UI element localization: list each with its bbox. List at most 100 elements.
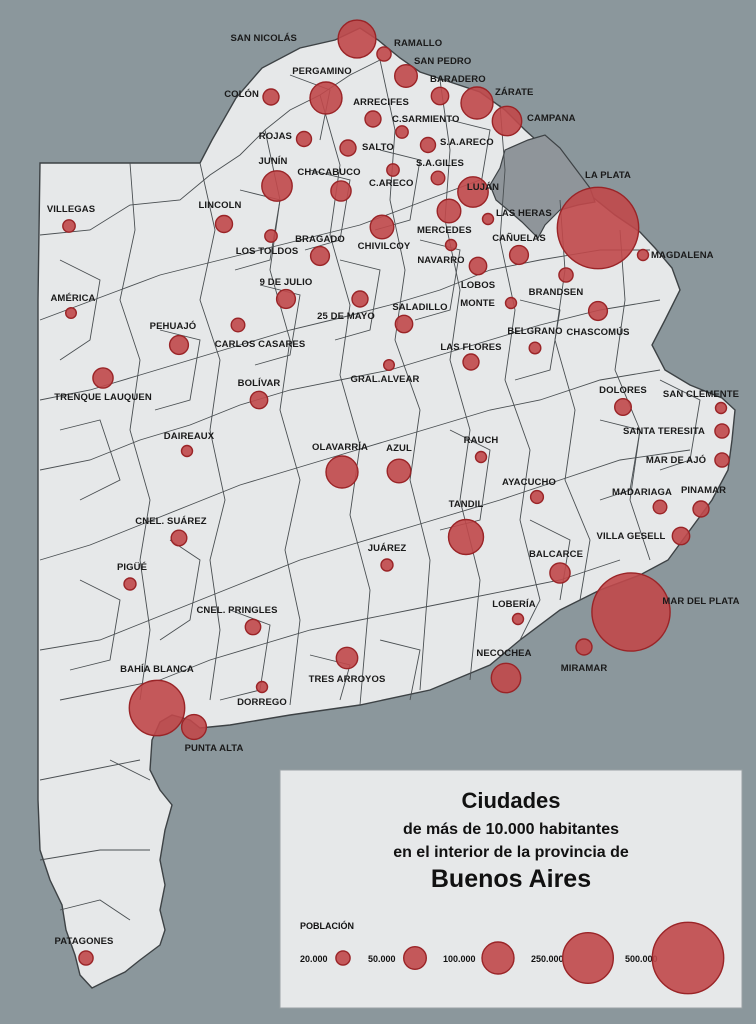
city-label-s-a-areco: S.A.ARECO bbox=[440, 137, 494, 148]
city-marker-pinamar bbox=[692, 500, 710, 518]
city-label-san-clemente: SAN CLEMENTE bbox=[663, 389, 739, 400]
city-label-balcarce: BALCARCE bbox=[529, 549, 583, 560]
legend-province-name: Buenos Aires bbox=[431, 865, 591, 893]
city-label-mar-de-ajo: MAR DE AJÓ bbox=[646, 454, 706, 466]
city-label-lobos: LOBOS bbox=[461, 280, 495, 291]
legend-size-label-4: 500.000 bbox=[625, 954, 658, 964]
city-marker-villegas bbox=[62, 219, 76, 233]
city-label-punta-alta: PUNTA ALTA bbox=[185, 743, 244, 754]
city-marker-mercedes bbox=[436, 198, 462, 224]
city-label-villegas: VILLEGAS bbox=[47, 204, 95, 215]
city-marker-campana bbox=[491, 105, 523, 137]
city-label-los-toldos: LOS TOLDOS bbox=[236, 246, 299, 257]
city-label-baradero: BARADERO bbox=[430, 74, 486, 85]
city-marker-daireaux bbox=[180, 444, 194, 458]
legend: Ciudades de más de 10.000 habitantes en … bbox=[279, 769, 743, 1009]
city-label-rojas: ROJAS bbox=[259, 131, 292, 142]
city-label-daireaux: DAIREAUX bbox=[164, 431, 215, 442]
city-marker-bolivar bbox=[249, 390, 269, 410]
city-marker-pergamino bbox=[309, 81, 343, 115]
city-marker-lujan bbox=[457, 176, 489, 208]
city-label-mercedes: MERCEDES bbox=[417, 225, 472, 236]
city-label-chivilcoy: CHIVILCOY bbox=[358, 241, 411, 252]
city-marker-villa-gesell bbox=[671, 526, 691, 546]
city-marker-belgrano bbox=[528, 341, 542, 355]
legend-size-circle-0 bbox=[335, 950, 351, 966]
city-marker-dorrego bbox=[255, 680, 269, 694]
city-marker-s-a-giles bbox=[430, 170, 446, 186]
city-label-miramar: MIRAMAR bbox=[561, 663, 608, 674]
city-label-belgrano: BELGRANO bbox=[507, 326, 562, 337]
legend-size-circle-2 bbox=[481, 941, 515, 975]
city-label-ayacucho: AYACUCHO bbox=[502, 477, 556, 488]
city-label-las-heras: LAS HERAS bbox=[496, 208, 552, 219]
greater-buenos-aires-area bbox=[489, 134, 596, 239]
city-marker-bahia-blanca bbox=[128, 679, 186, 737]
city-label-pehuajo: PEHUAJÓ bbox=[150, 320, 197, 332]
city-marker-cnel-suarez bbox=[170, 529, 188, 547]
city-label-juarez: JUÁREZ bbox=[368, 543, 407, 554]
city-marker-arrecifes bbox=[364, 110, 382, 128]
city-label-s-a-giles: S.A.GILES bbox=[416, 158, 464, 169]
legend-size-circle-1 bbox=[403, 946, 428, 971]
city-label-c-sarmiento: C.SARMIENTO bbox=[392, 114, 459, 125]
city-label-loberia: LOBERÍA bbox=[492, 599, 535, 610]
legend-size-label-3: 250.000 bbox=[531, 954, 564, 964]
city-label-las-flores: LAS FLORES bbox=[440, 342, 501, 353]
city-marker-loberia bbox=[511, 612, 525, 626]
city-label-olavarria: OLAVARRÍA bbox=[312, 442, 368, 453]
city-marker-rauch bbox=[474, 450, 488, 464]
legend-size-label-1: 50.000 bbox=[368, 954, 396, 964]
city-label-navarro: NAVARRO bbox=[417, 255, 464, 266]
legend-population-label: POBLACIÓN bbox=[300, 920, 354, 931]
city-marker-canuelas bbox=[508, 244, 530, 266]
city-label-lincoln: LINCOLN bbox=[199, 200, 242, 211]
city-label-dolores: DOLORES bbox=[599, 385, 647, 396]
city-label-patagones: PATAGONES bbox=[55, 936, 114, 947]
city-marker-gral-alvear bbox=[383, 359, 396, 372]
city-label-magdalena: MAGDALENA bbox=[651, 250, 714, 261]
city-label-saladillo: SALADILLO bbox=[392, 302, 447, 313]
city-label-c-areco: C.ARECO bbox=[369, 178, 414, 189]
city-marker-miramar bbox=[575, 638, 593, 656]
city-marker-los-toldos bbox=[264, 229, 278, 243]
legend-subtitle-2: en el interior de la provincia de bbox=[393, 844, 629, 861]
city-marker-las-flores bbox=[462, 353, 480, 371]
city-marker-olavarria bbox=[325, 455, 359, 489]
city-label-junin: JUNÍN bbox=[258, 156, 287, 167]
city-label-chacabuco: CHACABUCO bbox=[297, 167, 360, 178]
city-label-chascomus: CHASCOMÚS bbox=[566, 326, 629, 338]
city-label-carlos-casares: CARLOS CASARES bbox=[215, 339, 306, 350]
city-marker-zarate bbox=[460, 86, 494, 120]
city-marker-san-nicolas bbox=[337, 19, 377, 59]
city-label-mar-del-plata: MAR DEL PLATA bbox=[662, 596, 739, 607]
city-label-pergamino: PERGAMINO bbox=[292, 66, 352, 77]
city-label-25-de-mayo: 25 DE MAYO bbox=[317, 311, 375, 322]
legend-subtitle-1: de más de 10.000 habitantes bbox=[403, 821, 619, 838]
city-label-ramallo: RAMALLO bbox=[394, 38, 442, 49]
legend-size-circle-4 bbox=[651, 921, 725, 995]
city-marker-baradero bbox=[430, 86, 450, 106]
city-label-monte: MONTE bbox=[460, 298, 495, 309]
city-label-gral-alvear: GRAL.ALVEAR bbox=[350, 374, 419, 385]
city-marker-la-plata bbox=[556, 186, 640, 270]
city-label-san-nicolas: SAN NICOLÁS bbox=[230, 33, 297, 44]
city-marker-pigue bbox=[123, 577, 137, 591]
city-circles bbox=[62, 19, 730, 966]
city-label-canuelas: CAÑUELAS bbox=[492, 233, 546, 244]
city-label-necochea: NECOCHEA bbox=[476, 648, 531, 659]
city-label-rauch: RAUCH bbox=[464, 435, 499, 446]
city-label-la-plata: LA PLATA bbox=[585, 170, 631, 181]
city-marker-juarez bbox=[380, 558, 394, 572]
city-label-pinamar: PINAMAR bbox=[681, 485, 726, 496]
city-marker-lobos bbox=[468, 256, 488, 276]
city-label-colon: COLÓN bbox=[224, 88, 259, 100]
city-marker-c-sarmiento bbox=[395, 125, 409, 139]
city-marker-las-heras bbox=[481, 212, 495, 226]
legend-size-label-2: 100.000 bbox=[443, 954, 476, 964]
city-label-tres-arroyos: TRES ARROYOS bbox=[309, 674, 386, 685]
city-label-dorrego: DORREGO bbox=[237, 697, 287, 708]
city-label-bolivar: BOLÍVAR bbox=[238, 378, 281, 389]
